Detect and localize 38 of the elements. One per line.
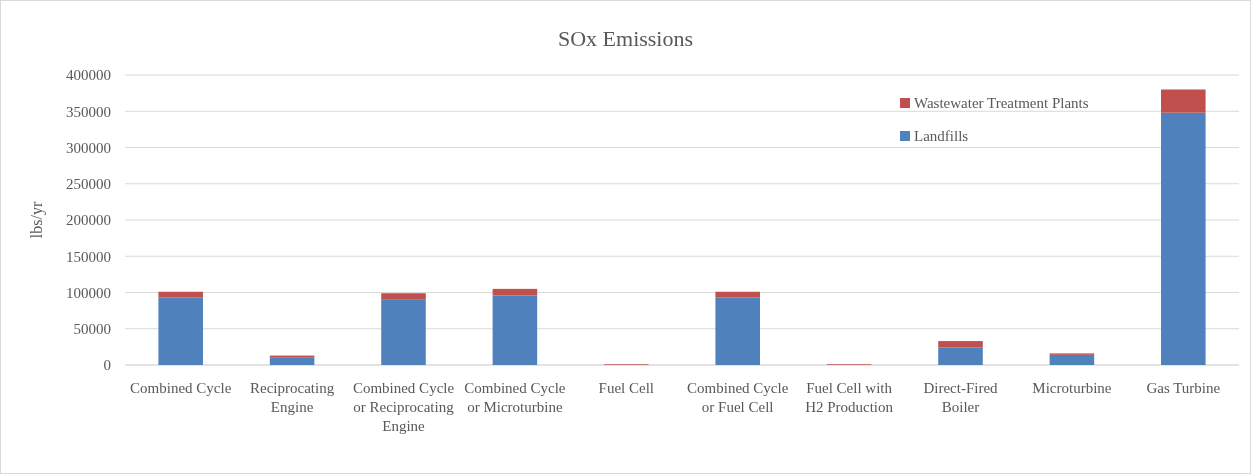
x-tick-label: Microturbine [1032,380,1112,396]
bar [158,291,203,298]
x-tick-label: Gas Turbine [1146,380,1221,396]
x-tick-label: Reciprocating Engine [250,380,335,415]
bar [269,357,315,365]
bar [158,297,203,365]
y-tick-label: 350000 [66,103,111,120]
x-tick-label: Combined Cycle or Reciprocating Engine [352,380,455,434]
bar [381,299,426,365]
bar [492,288,538,296]
legend-label: Wastewater Treatment Plants [914,95,1089,111]
x-tick-label: Combined Cycle or Fuel Cell [687,380,789,415]
legend-label: Landfills [914,128,969,144]
bar [715,297,760,365]
bar [381,293,426,300]
bar [1161,112,1206,365]
bar [938,341,983,348]
y-tick-label: 0 [103,357,111,374]
x-tick-label: Fuel Cell [598,380,655,396]
y-tick-label: 150000 [66,248,111,265]
y-tick-label: 300000 [66,139,111,156]
y-tick-label: 200000 [66,212,111,229]
bar [938,347,983,365]
y-tick-label: 250000 [66,176,111,193]
y-tick-label: 50000 [73,321,111,338]
x-tick-label: Combined Cycle or Microturbine [464,380,566,415]
y-axis-title: lbs/yr [28,201,46,239]
y-tick-label: 100000 [66,284,111,301]
x-tick-label: Fuel Cell with H2 Production [805,380,894,415]
x-tick-label: Combined Cycle [130,380,232,396]
x-tick-label: Direct-Fired Boiler [923,380,999,415]
bar [1049,354,1095,365]
bar [715,291,760,298]
chart-title: SOx Emissions [557,26,694,51]
bar [269,355,315,358]
y-tick-label: 400000 [66,67,111,84]
bar [492,295,538,365]
bar [1161,89,1206,113]
